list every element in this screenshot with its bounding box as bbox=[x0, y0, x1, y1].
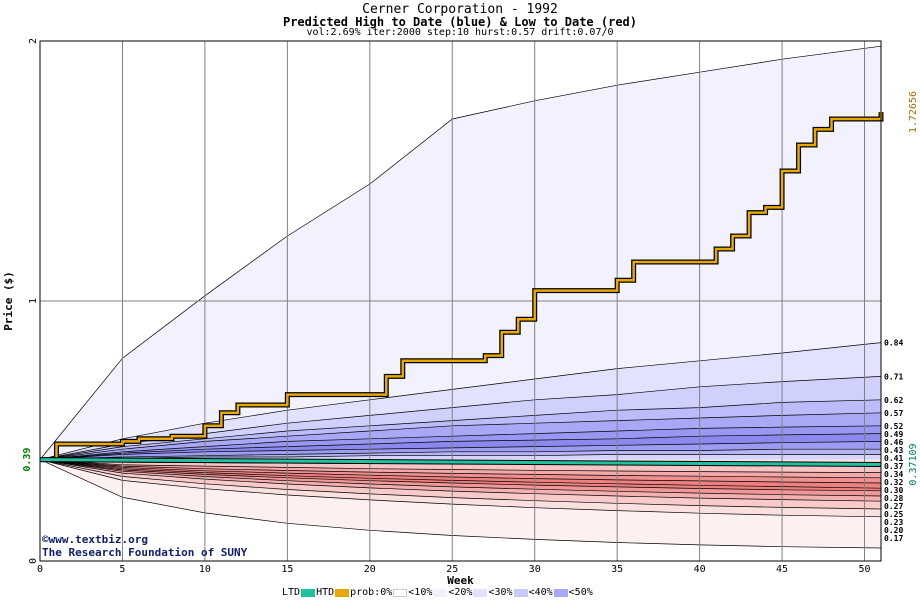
x-tick-label: 25 bbox=[446, 564, 458, 575]
percentile-label: 0.23 bbox=[884, 518, 903, 527]
htd-end-label: 1.72656 bbox=[908, 91, 919, 133]
percentile-label: 0.57 bbox=[884, 409, 903, 418]
ltd-end-label: 0.37109 bbox=[908, 443, 919, 485]
legend-prob-label: prob:0% bbox=[350, 587, 393, 598]
low-band-p34 bbox=[40, 459, 881, 473]
x-tick-label: 20 bbox=[364, 564, 376, 575]
percentile-label: 0.17 bbox=[884, 534, 903, 543]
high-band-p71 bbox=[40, 376, 881, 460]
y-axis-label: Price ($) bbox=[2, 271, 15, 331]
x-tick-label: 35 bbox=[611, 564, 623, 575]
low-band-p27 bbox=[40, 459, 881, 491]
right-percentile-labels: 0.84 0.71 0.62 0.57 0.520.490.460.430.410.37… bbox=[884, 339, 903, 543]
percentile-label: 0.28 bbox=[884, 494, 903, 503]
high-band-p84 bbox=[40, 342, 881, 460]
high-band-max bbox=[40, 46, 881, 460]
percentile-label: 0.30 bbox=[884, 486, 903, 495]
legend-b30-swatch bbox=[513, 588, 528, 597]
high-band-p46 bbox=[40, 441, 881, 460]
percentile-label: 0.71 bbox=[884, 372, 903, 381]
legend-b50-label: <50% bbox=[568, 587, 593, 598]
x-tick-label: 5 bbox=[119, 564, 125, 575]
legend-b20-label: <20% bbox=[448, 587, 473, 598]
x-tick-label: 15 bbox=[281, 564, 293, 575]
x-tick-label: 0 bbox=[37, 564, 43, 575]
credit-org: The Research Foundation of SUNY bbox=[42, 546, 248, 559]
htd-path bbox=[40, 112, 883, 461]
x-axis-label: Week bbox=[447, 574, 474, 587]
percentile-label: 0.84 bbox=[884, 339, 903, 348]
chart-subtitle: Predicted High to Date (blue) & Low to D… bbox=[282, 15, 637, 29]
high-band-p52 bbox=[40, 425, 881, 460]
x-tick-label: 45 bbox=[776, 564, 788, 575]
percentile-label: 0.62 bbox=[884, 396, 903, 405]
high-band-p57 bbox=[40, 412, 881, 460]
percentile-label: 0.41 bbox=[884, 454, 903, 463]
percentile-label: 0.43 bbox=[884, 446, 903, 455]
high-band-p62 bbox=[40, 399, 881, 460]
legend-b40-swatch bbox=[553, 588, 568, 597]
legend-b30-label: <30% bbox=[488, 587, 513, 598]
legend-htd-label: HTD bbox=[316, 587, 335, 598]
low-band-p32 bbox=[40, 459, 881, 478]
axis-ticks: 0 5 10 15 20 25 30 35 40 45 50 0 1 2 Week Price ($) 0.39… bbox=[2, 38, 919, 587]
legend-b20-swatch bbox=[473, 588, 488, 597]
price-paths bbox=[39, 112, 884, 467]
percentile-label: 0.27 bbox=[884, 502, 903, 511]
percentile-label: 0.20 bbox=[884, 526, 903, 535]
percentile-label: 0.49 bbox=[884, 430, 903, 439]
legend-b10-swatch bbox=[433, 588, 448, 597]
legend-b40-label: <40% bbox=[528, 587, 553, 598]
legend: LTD HTD prob:0% <10% <20% <30% <40% <50% bbox=[282, 587, 593, 598]
percentile-label: 0.37 bbox=[884, 462, 903, 471]
low-band-p28 bbox=[40, 459, 881, 489]
low-band-p25 bbox=[40, 459, 881, 496]
legend-b0-swatch bbox=[393, 588, 408, 597]
low-band-p17 bbox=[40, 459, 881, 517]
axes bbox=[39, 40, 882, 562]
ltd-path bbox=[39, 458, 882, 466]
x-tick-label: 40 bbox=[694, 564, 706, 575]
x-tick-label: 30 bbox=[529, 564, 541, 575]
low-band-p23 bbox=[40, 459, 881, 502]
credit-block: ©www.textbiz.org The Research Foundation… bbox=[42, 533, 247, 559]
percentile-label: 0.34 bbox=[884, 470, 903, 479]
y-tick-label: 2 bbox=[28, 38, 39, 44]
percentile-label: 0.52 bbox=[884, 422, 903, 431]
high-band-p41 bbox=[40, 454, 881, 460]
credit-site[interactable]: ©www.textbiz.org bbox=[42, 533, 148, 546]
chart-params: vol:2.69% iter:2000 step:10 hurst:0.57 d… bbox=[306, 27, 614, 38]
legend-ltd-label: LTD bbox=[282, 587, 301, 598]
plot-frame bbox=[39, 40, 882, 562]
y-tick-label: 1 bbox=[28, 298, 39, 304]
percentile-label: 0.25 bbox=[884, 510, 903, 519]
y-tick-label: 0 bbox=[28, 558, 39, 564]
low-band-p30 bbox=[40, 459, 881, 483]
percentile-label: 0.46 bbox=[884, 438, 903, 447]
chart-title: Cerner Corporation - 1992 bbox=[362, 2, 558, 17]
x-tick-label: 10 bbox=[199, 564, 211, 575]
x-tick-label: 50 bbox=[858, 564, 870, 575]
high-band-p49 bbox=[40, 433, 881, 460]
percentile-label: 0.32 bbox=[884, 478, 903, 487]
legend-ltd-swatch bbox=[301, 588, 316, 597]
legend-htd-swatch bbox=[335, 588, 350, 597]
low-band-min bbox=[40, 459, 881, 548]
start-price-label: 0.39 bbox=[22, 448, 33, 472]
legend-b10-label: <10% bbox=[408, 587, 433, 598]
probability-bands bbox=[39, 45, 882, 549]
low-band-p20 bbox=[40, 459, 881, 509]
